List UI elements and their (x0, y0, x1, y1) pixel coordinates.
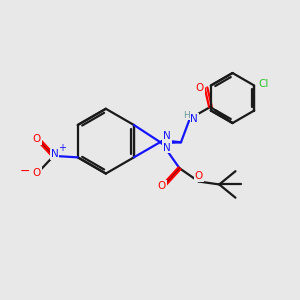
Text: +: + (58, 143, 66, 153)
Text: O: O (194, 171, 203, 181)
Text: O: O (33, 134, 41, 144)
Text: N: N (51, 149, 58, 159)
Text: O: O (195, 83, 204, 93)
Text: H: H (183, 111, 190, 120)
Text: −: − (20, 165, 30, 178)
Text: O: O (158, 181, 166, 191)
Text: N: N (163, 142, 171, 153)
Text: O: O (33, 168, 41, 178)
Text: Cl: Cl (258, 79, 269, 89)
Text: N: N (190, 114, 198, 124)
Text: N: N (163, 131, 171, 141)
